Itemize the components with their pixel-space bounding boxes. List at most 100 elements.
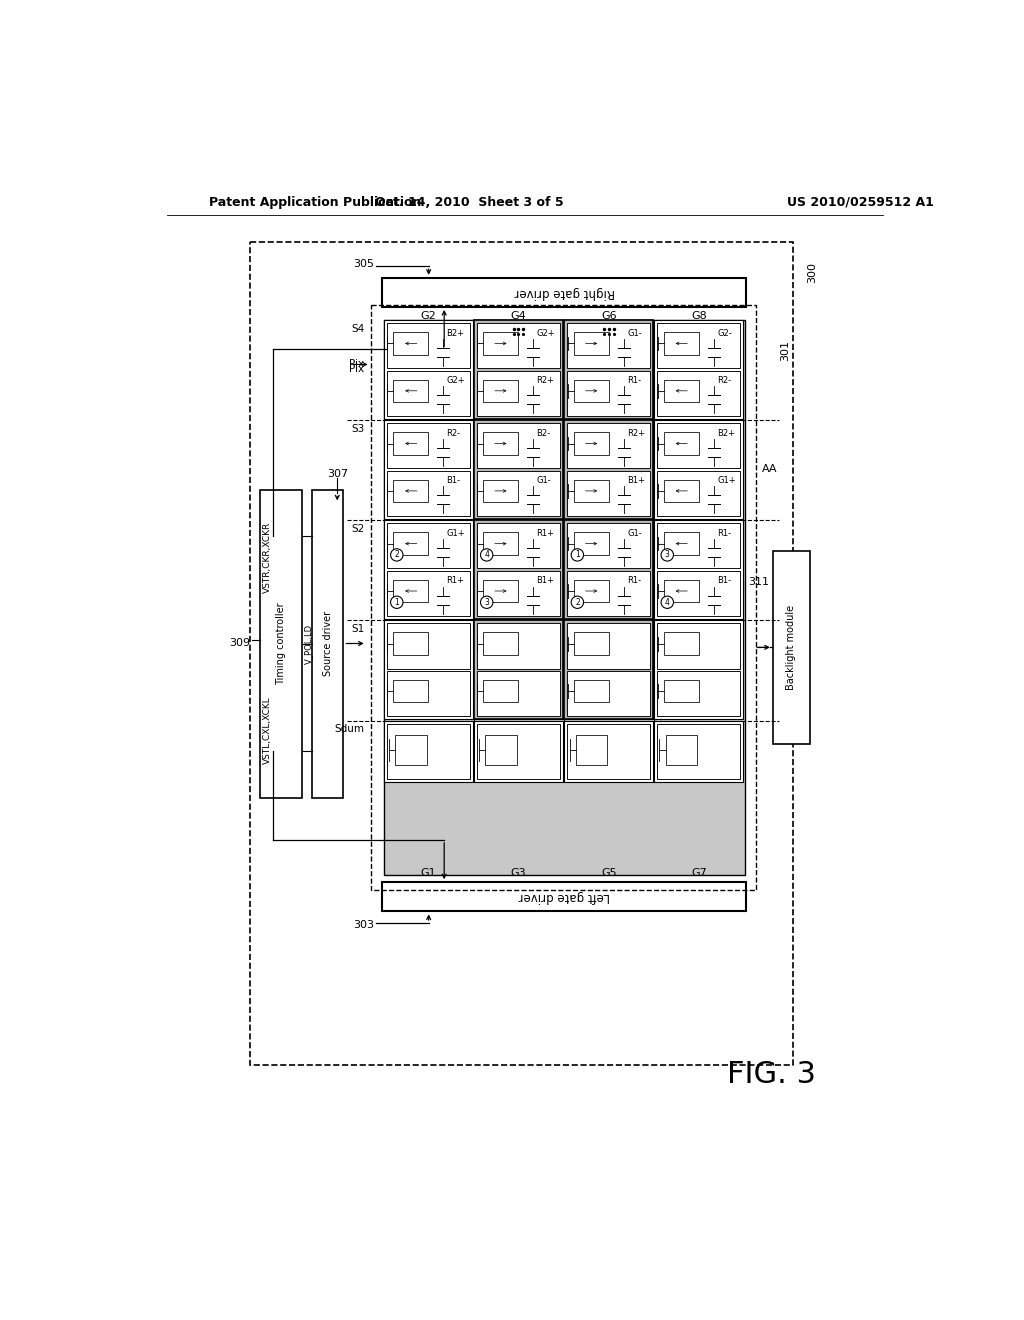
Bar — [773, 552, 810, 743]
Bar — [474, 520, 563, 619]
Bar — [393, 479, 428, 502]
Text: V_POL,LD: V_POL,LD — [304, 623, 313, 664]
Bar — [567, 371, 650, 416]
Bar — [393, 680, 428, 702]
Text: R2-: R2- — [446, 429, 461, 438]
Bar — [384, 721, 473, 781]
Bar — [567, 471, 650, 516]
Bar — [564, 721, 653, 781]
Text: G2-: G2- — [717, 329, 732, 338]
Bar — [393, 632, 428, 655]
Text: G7: G7 — [691, 869, 707, 878]
Text: Oct. 14, 2010  Sheet 3 of 5: Oct. 14, 2010 Sheet 3 of 5 — [375, 195, 563, 209]
Bar — [395, 735, 427, 766]
Bar — [477, 524, 560, 569]
Bar — [384, 520, 473, 619]
Text: B1-: B1- — [717, 576, 731, 585]
Bar — [564, 420, 653, 519]
Bar — [393, 579, 428, 602]
Text: US 2010/0259512 A1: US 2010/0259512 A1 — [786, 195, 934, 209]
Text: Pix: Pix — [349, 364, 365, 375]
Text: G2: G2 — [421, 312, 436, 321]
Text: B1+: B1+ — [537, 576, 554, 585]
Text: G6: G6 — [601, 312, 616, 321]
Bar — [483, 479, 518, 502]
Bar — [387, 424, 470, 469]
Circle shape — [390, 549, 403, 561]
Text: G1+: G1+ — [446, 529, 465, 537]
Bar — [657, 471, 740, 516]
Bar — [657, 723, 740, 779]
Bar — [574, 680, 609, 702]
Text: Right gate driver: Right gate driver — [514, 286, 614, 298]
Bar — [485, 735, 516, 766]
Bar — [564, 321, 653, 418]
Bar — [654, 420, 743, 519]
Text: S1: S1 — [351, 624, 365, 634]
Text: 307: 307 — [327, 469, 348, 479]
Bar — [477, 623, 560, 668]
Bar — [393, 380, 428, 403]
Text: G2+: G2+ — [537, 329, 555, 338]
Bar — [384, 321, 744, 875]
Text: Backlight module: Backlight module — [786, 605, 797, 690]
Bar — [664, 680, 698, 702]
Text: B2+: B2+ — [717, 429, 735, 438]
Circle shape — [480, 549, 493, 561]
Bar — [371, 305, 756, 890]
Text: 309: 309 — [229, 639, 251, 648]
Bar — [654, 520, 743, 619]
Bar — [575, 735, 607, 766]
Text: G4: G4 — [510, 312, 526, 321]
Text: G8: G8 — [691, 312, 707, 321]
Text: R1-: R1- — [717, 529, 731, 537]
Bar — [657, 424, 740, 469]
Text: AA: AA — [762, 463, 777, 474]
Circle shape — [390, 597, 403, 609]
Bar — [567, 723, 650, 779]
Circle shape — [662, 597, 674, 609]
Bar — [657, 371, 740, 416]
Bar — [654, 321, 743, 418]
Bar — [666, 735, 697, 766]
Bar — [574, 432, 609, 455]
Text: B2-: B2- — [537, 429, 551, 438]
Bar — [474, 321, 563, 418]
Circle shape — [662, 549, 674, 561]
Bar — [574, 532, 609, 554]
Bar — [574, 579, 609, 602]
Text: 301: 301 — [780, 341, 791, 362]
Bar — [574, 380, 609, 403]
Bar — [483, 680, 518, 702]
Text: R2-: R2- — [717, 376, 731, 385]
Bar — [483, 333, 518, 355]
Bar — [657, 570, 740, 615]
Text: G1-: G1- — [537, 477, 551, 484]
Bar — [564, 321, 653, 418]
Bar — [387, 723, 470, 779]
Text: S4: S4 — [351, 323, 365, 334]
Circle shape — [480, 597, 493, 609]
Text: 300: 300 — [807, 261, 817, 282]
Text: Sdum: Sdum — [335, 725, 365, 734]
Text: B2+: B2+ — [446, 329, 465, 338]
Text: Left gate driver: Left gate driver — [518, 890, 610, 903]
Bar — [574, 333, 609, 355]
Bar — [483, 432, 518, 455]
Bar — [382, 882, 746, 911]
Bar — [664, 532, 698, 554]
Text: R2+: R2+ — [537, 376, 554, 385]
Text: G5: G5 — [601, 869, 616, 878]
Text: FIG. 3: FIG. 3 — [727, 1060, 816, 1089]
Bar — [384, 321, 473, 418]
Bar — [474, 620, 563, 719]
Bar — [657, 623, 740, 668]
Bar — [477, 723, 560, 779]
Text: G1: G1 — [421, 869, 436, 878]
Bar — [483, 532, 518, 554]
Text: 3: 3 — [665, 550, 670, 560]
Text: Patent Application Publication: Patent Application Publication — [209, 195, 422, 209]
Bar — [567, 671, 650, 715]
Text: R1+: R1+ — [446, 576, 465, 585]
Bar — [312, 490, 343, 797]
